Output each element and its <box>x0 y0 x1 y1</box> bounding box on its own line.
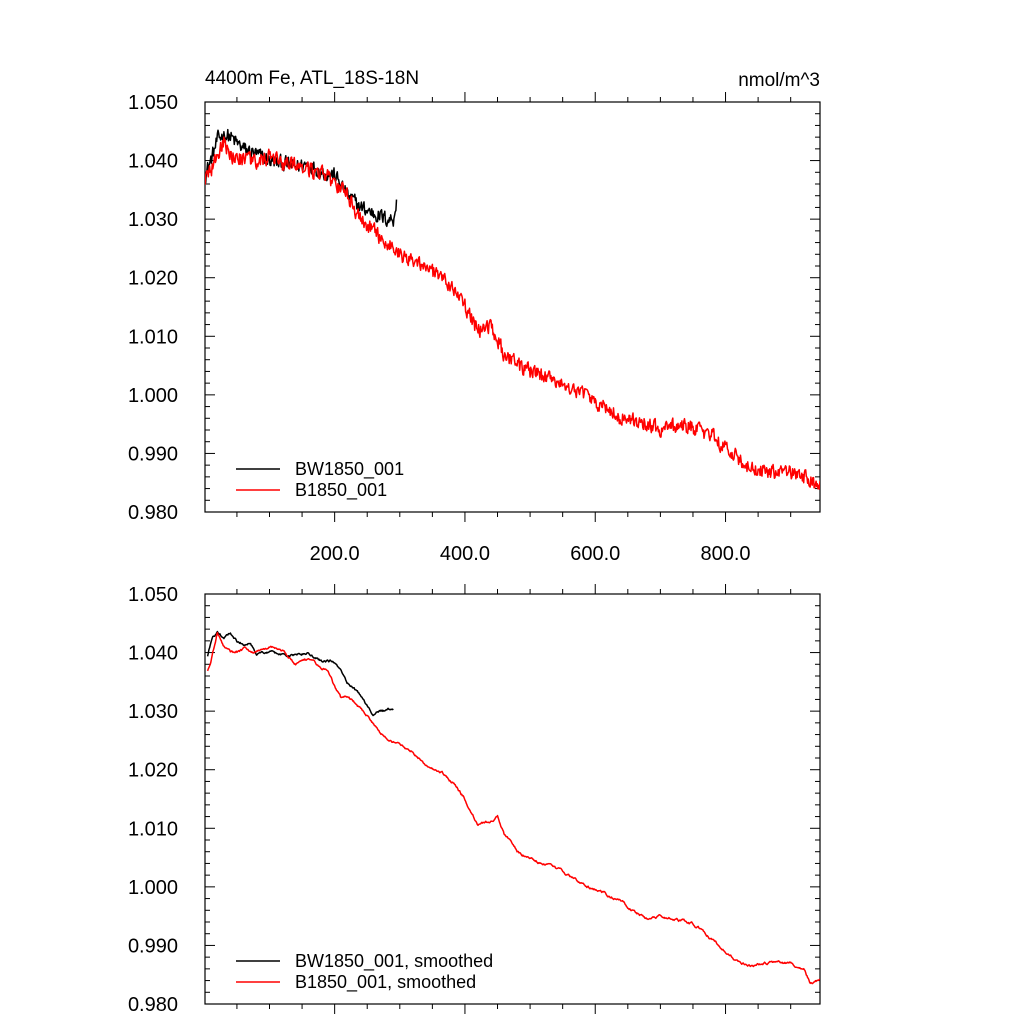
x-tick-label: 600.0 <box>570 543 620 565</box>
top-panel: 0.980 0.990 1.000 1.010 1.020 1.030 1.040 1.050… <box>128 92 821 565</box>
y-tick-label: 1.020 <box>128 268 178 290</box>
title-left: 4400m Fe, ATL_18S-18N <box>205 68 419 89</box>
legend-label: B1850_001, smoothed <box>295 972 476 993</box>
y-tick-label: 0.980 <box>128 994 178 1016</box>
series-line-b1850-001 <box>205 136 820 490</box>
title-right: nmol/m^3 <box>738 70 820 91</box>
x-tick-label: 400.0 <box>440 543 490 565</box>
plot-frame <box>204 101 821 513</box>
y-tick-label: 1.010 <box>128 818 178 840</box>
y-tick-label: 1.040 <box>128 643 178 665</box>
y-tick-label: 1.030 <box>128 209 178 231</box>
y-tick-label: 0.980 <box>128 502 178 524</box>
series-group <box>205 128 820 490</box>
series-line-bw1850-001-smoothed <box>206 630 394 717</box>
legend-label: B1850_001 <box>295 480 387 501</box>
y-tick-label: 1.050 <box>128 92 178 114</box>
y-tick-label: 0.990 <box>128 443 178 465</box>
x-tick-label: 800.0 <box>701 543 751 565</box>
series-line-bw1850-001 <box>205 128 398 228</box>
legend-label: BW1850_001, smoothed <box>295 951 493 972</box>
series-group <box>206 630 820 985</box>
y-tick-label: 1.050 <box>128 584 178 606</box>
y-tick-label: 0.990 <box>128 935 178 957</box>
plot-frame <box>204 593 821 1005</box>
bottom-panel: 0.980 0.990 1.000 1.010 1.020 1.030 1.040 1.050… <box>128 584 821 1016</box>
y-tick-label: 1.000 <box>128 385 178 407</box>
y-tick-label: 1.010 <box>128 326 178 348</box>
y-tick-label: 1.030 <box>128 701 178 723</box>
y-tick-label: 1.000 <box>128 877 178 899</box>
legend-label: BW1850_001 <box>295 459 404 480</box>
y-tick-label: 1.040 <box>128 151 178 173</box>
y-tick-label: 1.020 <box>128 760 178 782</box>
series-line-b1850-001-smoothed <box>206 631 820 985</box>
x-tick-label: 200.0 <box>310 543 360 565</box>
